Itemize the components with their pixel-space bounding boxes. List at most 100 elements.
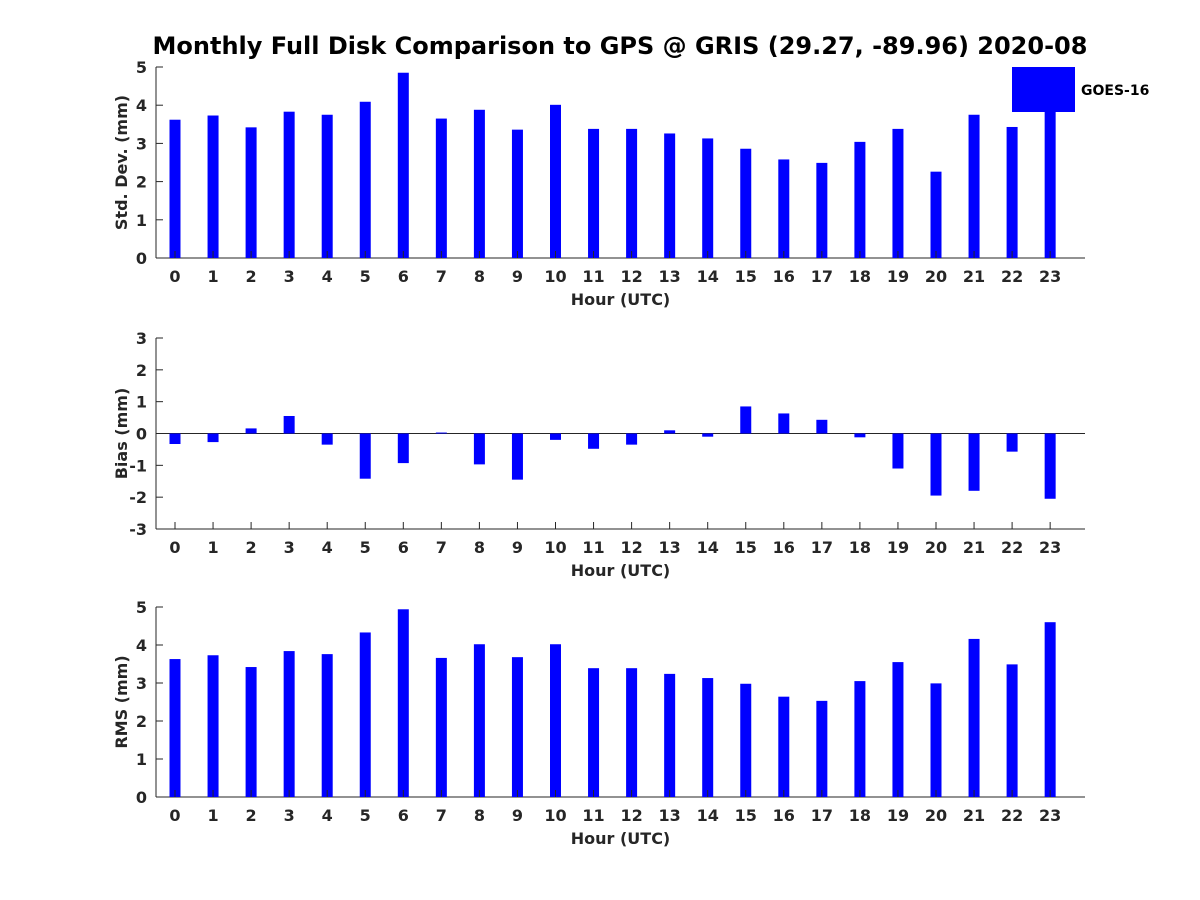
x-tick-label: 4 [322, 538, 333, 557]
x-tick-label: 18 [849, 806, 871, 825]
bar-hour-0 [169, 433, 181, 445]
bar-hour-18 [854, 681, 866, 797]
x-tick-label: 15 [735, 267, 757, 286]
x-tick-label: 3 [284, 538, 295, 557]
bar-hour-1 [207, 433, 219, 443]
y-tick-label: 0 [136, 425, 147, 444]
y-tick-label: -1 [129, 456, 147, 475]
bar-hour-20 [930, 171, 942, 258]
x-tick-label: 23 [1039, 538, 1061, 557]
x-tick-label: 20 [925, 267, 947, 286]
x-tick-label: 12 [620, 267, 642, 286]
y-tick-label: 3 [136, 674, 147, 693]
bar-hour-21 [968, 638, 980, 797]
x-tick-label: 16 [773, 267, 795, 286]
x-tick-label: 15 [735, 538, 757, 557]
y-tick-label: 3 [136, 329, 147, 348]
x-tick-label: 8 [474, 806, 485, 825]
legend-label: GOES-16 [1081, 83, 1149, 99]
x-tick-label: 23 [1039, 806, 1061, 825]
bar-hour-17 [816, 162, 828, 258]
x-tick-label: 4 [322, 267, 333, 286]
x-tick-label: 23 [1039, 267, 1061, 286]
x-tick-label: 14 [697, 267, 719, 286]
x-tick-label: 14 [697, 806, 719, 825]
x-tick-label: 22 [1001, 806, 1023, 825]
legend: GOES-16 [1012, 67, 1149, 112]
y-tick-label: 0 [136, 788, 147, 807]
bar-hour-5 [359, 433, 371, 479]
x-tick-label: 1 [207, 267, 218, 286]
x-tick-label: 17 [811, 267, 833, 286]
x-tick-label: 5 [360, 806, 371, 825]
x-tick-label: 0 [169, 806, 180, 825]
x-tick-label: 19 [887, 538, 909, 557]
bar-hour-18 [854, 141, 866, 258]
y-axis-label: Bias (mm) [112, 388, 131, 480]
y-tick-label: 1 [136, 750, 147, 769]
bar-hour-4 [321, 114, 333, 258]
x-tick-label: 21 [963, 267, 985, 286]
y-tick-label: 0 [136, 249, 147, 268]
x-tick-label: 4 [322, 806, 333, 825]
bar-hour-13 [664, 133, 676, 258]
bar-hour-17 [816, 700, 828, 797]
x-tick-label: 22 [1001, 538, 1023, 557]
x-tick-label: 5 [360, 267, 371, 286]
x-tick-label: 13 [659, 806, 681, 825]
x-tick-label: 2 [246, 806, 257, 825]
x-tick-label: 9 [512, 806, 523, 825]
bar-hour-5 [359, 632, 371, 797]
y-tick-label: 5 [136, 598, 147, 617]
y-tick-label: 1 [136, 393, 147, 412]
bar-hour-9 [511, 433, 523, 480]
bar-hour-2 [245, 667, 257, 797]
bar-hour-12 [626, 668, 638, 797]
bar-hour-20 [930, 683, 942, 797]
y-tick-label: 5 [136, 58, 147, 77]
x-tick-label: 0 [169, 538, 180, 557]
x-tick-label: 18 [849, 267, 871, 286]
x-tick-label: 6 [398, 538, 409, 557]
bar-hour-0 [169, 659, 181, 797]
bar-hour-3 [283, 415, 295, 434]
x-tick-label: 10 [544, 538, 566, 557]
bar-hour-1 [207, 655, 219, 797]
x-tick-label: 7 [436, 806, 447, 825]
bar-hour-3 [283, 111, 295, 258]
bar-hour-8 [473, 644, 485, 797]
x-tick-label: 13 [659, 538, 681, 557]
x-tick-label: 7 [436, 538, 447, 557]
y-tick-label: 2 [136, 361, 147, 380]
bar-hour-6 [397, 433, 409, 464]
y-axis-label: RMS (mm) [112, 655, 131, 748]
bar-hour-12 [626, 433, 638, 445]
bar-hour-16 [778, 159, 790, 258]
bar-hour-18 [854, 433, 866, 438]
bar-hour-14 [702, 138, 714, 258]
bar-hour-2 [245, 428, 257, 434]
x-tick-label: 9 [512, 267, 523, 286]
y-tick-label: 3 [136, 134, 147, 153]
x-axis-label: Hour (UTC) [571, 561, 671, 580]
x-tick-label: 6 [398, 267, 409, 286]
x-tick-label: 11 [582, 538, 604, 557]
x-tick-label: 3 [284, 267, 295, 286]
bar-hour-15 [740, 406, 752, 434]
bar-hour-10 [550, 644, 561, 797]
x-tick-label: 10 [544, 806, 566, 825]
bar-hour-15 [740, 148, 752, 258]
x-tick-label: 2 [246, 538, 257, 557]
bar-hour-23 [1044, 622, 1056, 797]
x-tick-label: 20 [925, 806, 947, 825]
x-tick-label: 3 [284, 806, 295, 825]
bar-hour-11 [588, 128, 600, 258]
x-tick-label: 20 [925, 538, 947, 557]
bar-hour-12 [626, 128, 638, 258]
x-tick-label: 6 [398, 806, 409, 825]
bar-hour-19 [892, 433, 904, 469]
x-tick-label: 11 [582, 806, 604, 825]
y-axis-label: Std. Dev. (mm) [112, 95, 131, 230]
x-tick-label: 17 [811, 538, 833, 557]
